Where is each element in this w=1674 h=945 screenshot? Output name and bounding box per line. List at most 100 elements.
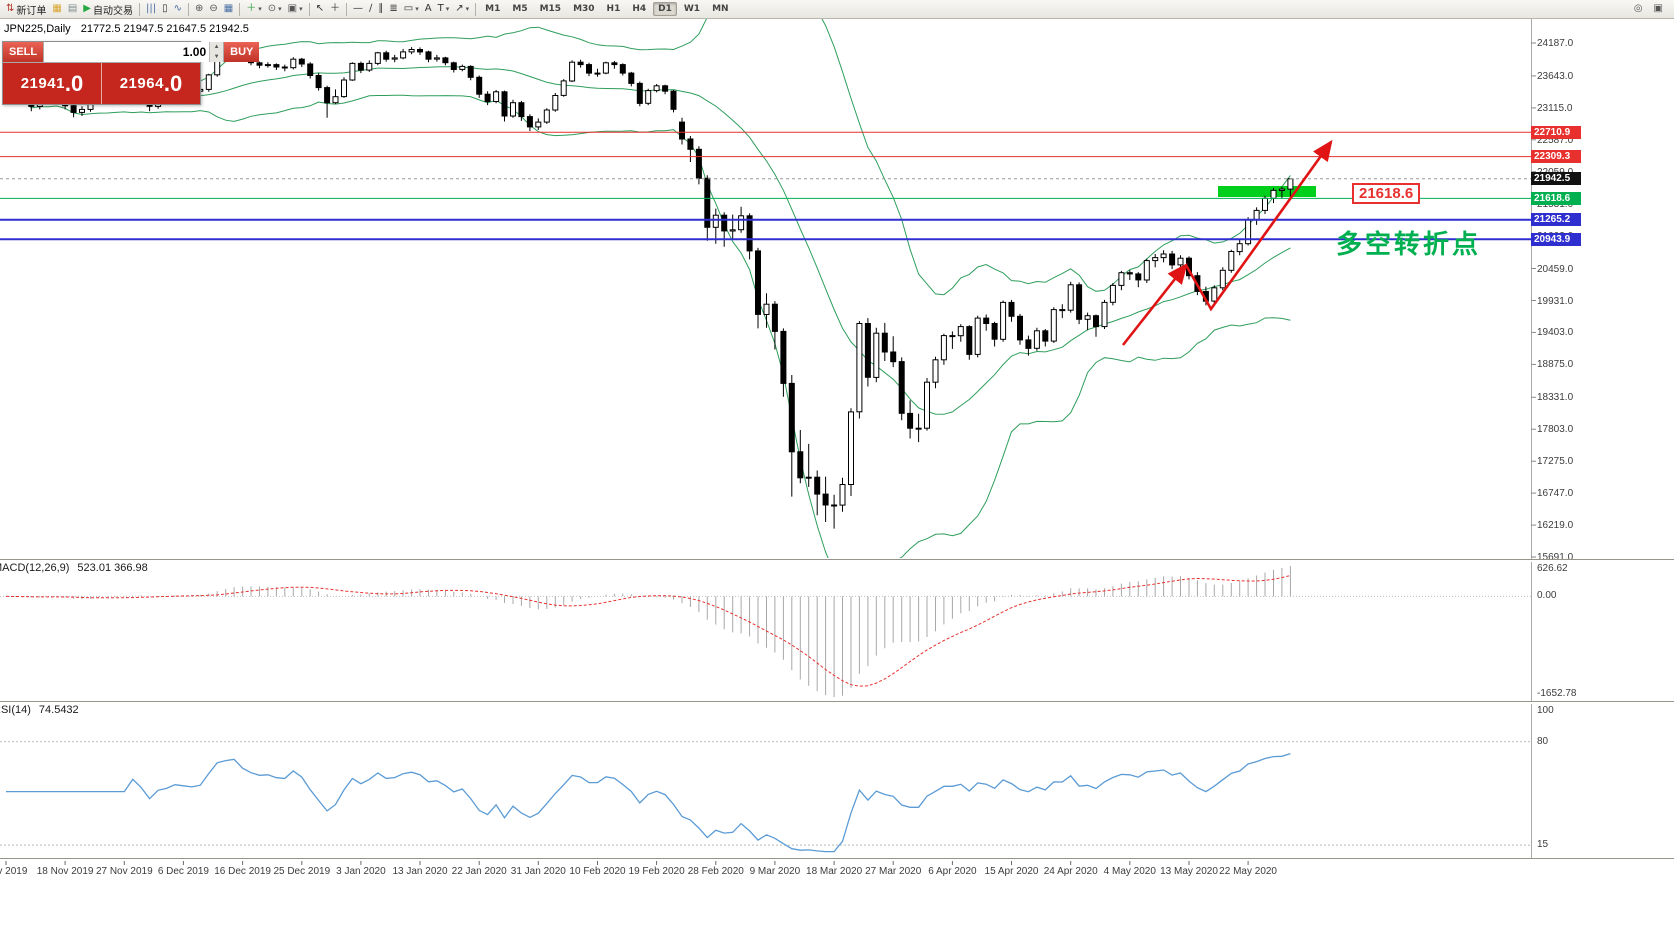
date-axis-label: 24 Apr 2020 [1043, 866, 1098, 877]
trend-arrows-layer [1121, 139, 1333, 346]
timeframe-m15-button[interactable]: M15 [539, 4, 562, 14]
caret-down-icon: ▾ [258, 5, 262, 13]
price-axis-label: 23115.0 [1537, 102, 1573, 114]
new-chart-icon: ▦ [52, 3, 62, 14]
volume-up-button[interactable]: ▲ [210, 42, 224, 52]
text-icon: A [424, 3, 432, 14]
price-axis-label: 19931.0 [1537, 295, 1574, 307]
bid-price[interactable]: 21941.0 [3, 63, 102, 104]
date-axis-label: 25 Dec 2019 [273, 866, 331, 877]
cursor-button[interactable]: ↖ [313, 1, 327, 17]
date-axis-label: 3 Jan 2020 [336, 866, 386, 877]
horizontal-line-button[interactable]: — [350, 1, 366, 17]
toolbar-separator [346, 2, 348, 16]
buy-button[interactable]: BUY [224, 42, 260, 62]
date-axis-label: 13 Jan 2020 [392, 866, 448, 877]
panel-separator[interactable] [0, 701, 1674, 704]
bar-chart-icon: ||| [146, 3, 157, 14]
new-order-button[interactable]: ⇅ 新订单 [3, 1, 49, 17]
timeframe-mn-button[interactable]: MN [712, 4, 729, 14]
arrow-down-icon: ▼ [213, 53, 220, 60]
date-axis-label: 28 Feb 2020 [687, 866, 744, 877]
rsi-axis-label: 80 [1537, 735, 1549, 747]
date-axis-label: 22 Jan 2020 [451, 866, 507, 877]
panel-separator[interactable] [0, 858, 1674, 861]
cursor-icon: ↖ [315, 3, 325, 14]
caret-down-icon: ▾ [278, 5, 282, 13]
new-chart-button[interactable]: ▦ [49, 1, 64, 17]
price-axis-label: 17275.0 [1537, 456, 1574, 468]
support-zone-rect [1218, 186, 1316, 197]
price-tag: 22710.9 [1531, 125, 1581, 139]
date-axis-label: 27 Nov 2019 [95, 866, 153, 877]
arrows-button[interactable]: ↗ ▾ [452, 1, 472, 17]
price-axis-label: 23643.0 [1537, 70, 1574, 82]
panels-button[interactable]: ▣ [1651, 1, 1666, 17]
caret-down-icon: ▾ [465, 5, 470, 13]
levels-layer [0, 131, 1531, 241]
date-axis-label: 6 Apr 2020 [928, 866, 977, 877]
indicators-button[interactable]: ＋ ▾ [243, 1, 265, 17]
timeframe-h1-button[interactable]: H1 [606, 4, 621, 14]
rsi-axis-label: 15 [1537, 839, 1549, 851]
volume-down-button[interactable]: ▼ [210, 52, 224, 62]
indicators-icon: ＋ [246, 3, 257, 14]
text-button[interactable]: A [422, 1, 435, 17]
macd-name: MACD(12,26,9) [0, 562, 70, 574]
timeframe-w1-button[interactable]: W1 [683, 4, 701, 14]
timeframe-h4-button[interactable]: H4 [632, 4, 647, 14]
trendline-button[interactable]: ∕ [366, 1, 375, 17]
level-callout[interactable]: 21618.6 [1352, 183, 1421, 204]
zoom-out-button[interactable]: ⊖ [206, 1, 220, 17]
macd-values: 523.01 366.98 [77, 562, 148, 574]
rsi-name: RSI(14) [0, 704, 31, 716]
date-axis-label: 6 Dec 2019 [157, 866, 209, 877]
tile-windows-button[interactable]: ▦ [221, 1, 236, 17]
zoom-in-button[interactable]: ⊕ [192, 1, 206, 17]
timeframe-m5-button[interactable]: M5 [512, 4, 528, 14]
line-chart-button[interactable]: ∿ [171, 1, 185, 17]
price-tag: 21265.2 [1531, 213, 1581, 227]
timeframe-m1-button[interactable]: M1 [485, 4, 501, 14]
sell-button[interactable]: SELL [3, 42, 44, 62]
search-button[interactable]: ◎ [1631, 1, 1646, 17]
date-axis-label: 16 Dec 2019 [214, 866, 271, 877]
date-axis-label: 4 May 2020 [1103, 866, 1156, 877]
line-chart-icon: ∿ [173, 3, 183, 14]
price-axis-label: 18331.0 [1537, 392, 1574, 404]
bid-main-digits: 21941 [20, 75, 65, 92]
rsi-axis-label: 100 [1537, 705, 1554, 716]
trendline-icon: ∕ [369, 3, 373, 14]
crosshair-button[interactable]: ＋ [327, 1, 343, 17]
ohlc-values: 21772.5 21947.5 21647.5 21942.5 [80, 23, 249, 35]
volume-input[interactable] [44, 42, 210, 62]
panel-separator[interactable] [0, 559, 1674, 562]
templates-icon: ▣ [287, 3, 298, 14]
timeframe-m30-button[interactable]: M30 [573, 4, 595, 14]
bar-chart-button[interactable]: ||| [143, 1, 159, 17]
candlestick-chart-button[interactable]: ▯ [159, 1, 171, 17]
candles-layer [3, 47, 1294, 529]
price-tag: 21618.6 [1531, 191, 1581, 205]
rsi-layer [0, 741, 1531, 853]
new-order-icon: ⇅ [6, 3, 15, 14]
text-label-button[interactable]: T ▾ [435, 1, 453, 17]
date-axis-label: 15 Apr 2020 [984, 866, 1039, 877]
rsi-label: RSI(14) 74.5432 [0, 704, 79, 716]
timeframe-d1-button[interactable]: D1 [653, 2, 677, 16]
text-label-icon: T [437, 3, 444, 14]
symbol-period-label: JPN225,Daily [4, 23, 71, 35]
one-click-trading-panel: SELL ▲ ▼ BUY 21941.0 21964.0 [2, 41, 260, 105]
profiles-button[interactable]: ▤ [65, 1, 80, 17]
periods-button[interactable]: ⊙ ▾ [265, 1, 285, 17]
fibonacci-button[interactable]: ≣ [386, 1, 400, 17]
ask-price[interactable]: 21964.0 [102, 63, 200, 104]
autotrading-button[interactable]: ▶ 自动交易 [80, 1, 136, 17]
templates-button[interactable]: ▣ ▾ [285, 1, 306, 17]
shapes-button[interactable]: ▭ ▾ [401, 1, 422, 17]
zoom-in-icon: ⊕ [195, 3, 204, 14]
zoom-out-icon: ⊖ [209, 3, 218, 14]
channel-button[interactable]: ∥ [375, 1, 386, 17]
